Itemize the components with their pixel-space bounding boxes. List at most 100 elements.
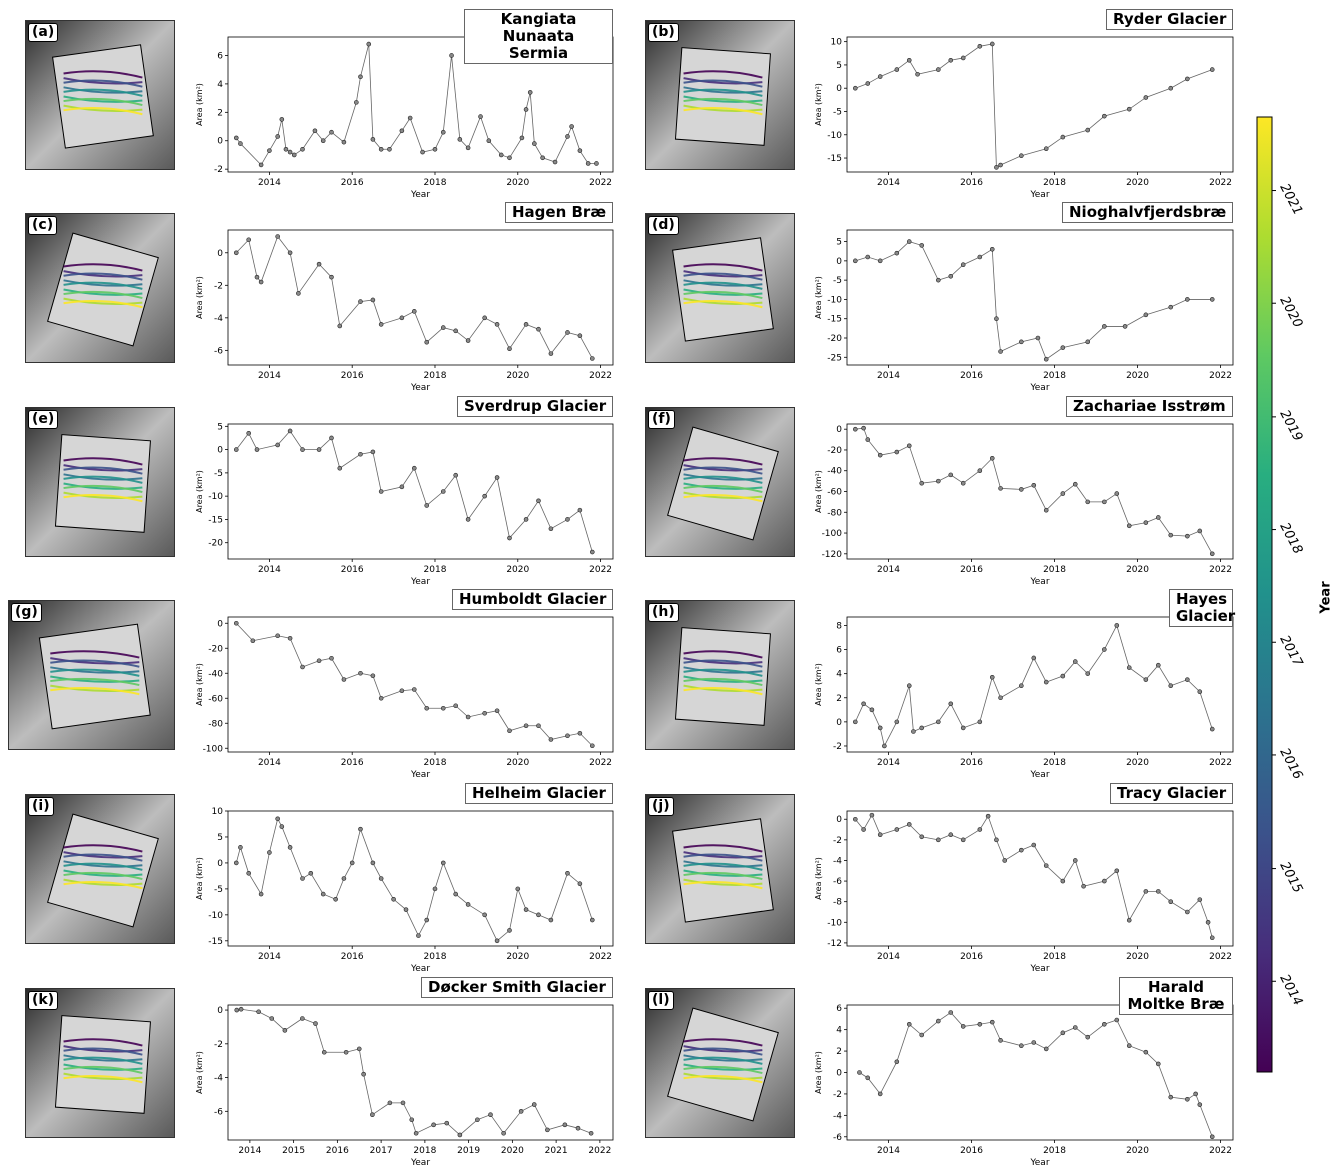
- data-point: [337, 465, 343, 471]
- data-point: [488, 1112, 493, 1117]
- y-tick-label: -80: [827, 508, 842, 518]
- glacier-title: Hayes Glacier: [1169, 589, 1235, 627]
- data-point: [1072, 659, 1078, 664]
- data-point: [1085, 499, 1091, 505]
- data-point: [1060, 1030, 1066, 1036]
- y-tick-label: 8: [836, 621, 842, 631]
- data-point: [287, 845, 293, 850]
- area-chart-9: 2014 2016 2018 2020 2022 -15 -10 -5 0 5 10 Year Area…: [195, 807, 614, 974]
- data-point: [1085, 339, 1091, 345]
- data-point: [936, 277, 941, 283]
- data-point: [948, 832, 954, 838]
- glacier-thumbnail: (b): [645, 20, 795, 170]
- data-point: [877, 1091, 883, 1097]
- glacier-title: Helheim Glacier: [465, 783, 613, 804]
- x-tick-label: 2014: [877, 952, 900, 962]
- data-point: [440, 860, 446, 866]
- colorbar-label: Year: [1318, 581, 1334, 614]
- data-point: [246, 237, 251, 243]
- data-point: [291, 152, 297, 158]
- plot-frame: [846, 810, 1234, 947]
- x-tick-label: 2014: [877, 565, 900, 575]
- data-point: [577, 881, 583, 886]
- data-point: [1019, 683, 1024, 689]
- data-point: [977, 827, 983, 832]
- y-tick-label: 2: [217, 108, 223, 118]
- data-point: [1043, 863, 1049, 868]
- data-point: [358, 299, 363, 304]
- colorbar-tick-label: 2018: [1276, 520, 1305, 556]
- data-point: [403, 907, 409, 912]
- data-point: [316, 447, 322, 452]
- data-point: [424, 503, 430, 508]
- x-tick-label: 2016: [326, 1146, 349, 1156]
- data-point: [507, 155, 512, 161]
- y-tick-label: -10: [208, 911, 223, 921]
- data-point: [519, 135, 525, 141]
- data-point: [1019, 339, 1024, 345]
- data-point: [238, 1006, 244, 1012]
- area-series-line: [854, 624, 1213, 748]
- data-point: [588, 1130, 594, 1136]
- data-point: [370, 860, 376, 866]
- data-point: [548, 917, 554, 923]
- y-tick-label: -80: [208, 719, 223, 729]
- data-point: [877, 725, 883, 731]
- data-point: [948, 57, 954, 63]
- data-point: [1043, 507, 1049, 513]
- data-point: [1155, 1061, 1161, 1067]
- glacier-thumbnail: (a): [25, 20, 175, 170]
- data-point: [877, 452, 883, 458]
- x-tick-label: 2020: [1126, 371, 1149, 381]
- data-point: [853, 816, 858, 822]
- area-chart-8: 2014 2016 2018 2020 2022 -2 0 2 4 6 8 Year Area (km²…: [814, 616, 1234, 780]
- plot-frame: [846, 229, 1234, 366]
- data-point: [354, 100, 359, 105]
- data-point: [370, 673, 376, 679]
- data-point: [258, 279, 264, 285]
- y-tick-label: 6: [836, 646, 842, 656]
- data-point: [238, 845, 243, 850]
- data-point: [482, 493, 487, 499]
- x-tick-label: 2020: [506, 565, 529, 575]
- data-point: [275, 442, 280, 448]
- data-point: [279, 824, 285, 829]
- data-point: [1072, 481, 1078, 487]
- y-tick-label: 0: [836, 84, 842, 94]
- y-axis-label: Area (km²): [195, 276, 204, 319]
- data-point: [300, 146, 305, 152]
- data-point: [523, 517, 529, 522]
- data-point: [416, 933, 421, 938]
- area-series-line: [855, 241, 1213, 360]
- y-tick-label: -2: [833, 742, 842, 752]
- panel-letter: (g): [11, 603, 42, 622]
- data-point: [989, 1019, 995, 1025]
- colorbar-tick-label: 2016: [1276, 746, 1305, 782]
- data-point: [440, 489, 446, 494]
- data-point: [287, 428, 293, 434]
- data-point: [246, 431, 251, 436]
- data-point: [337, 323, 343, 329]
- y-tick-label: -60: [827, 488, 842, 498]
- data-point: [399, 128, 405, 134]
- data-point: [287, 635, 293, 641]
- data-point: [861, 425, 866, 431]
- x-tick-label: 2014: [238, 1146, 261, 1156]
- data-point: [1193, 1091, 1198, 1097]
- x-tick-label: 2021: [545, 1146, 568, 1156]
- data-point: [1114, 1017, 1120, 1023]
- data-point: [300, 1016, 305, 1021]
- data-point: [420, 149, 425, 155]
- plot-frame: [846, 1004, 1234, 1141]
- data-point: [1155, 889, 1161, 894]
- data-point: [1060, 491, 1066, 496]
- data-point: [989, 246, 995, 252]
- x-tick-label: 2018: [1043, 952, 1066, 962]
- data-point: [565, 330, 570, 335]
- data-point: [569, 124, 574, 129]
- data-point: [1155, 515, 1161, 520]
- y-tick-label: 0: [836, 425, 842, 435]
- data-point: [233, 860, 239, 866]
- plot-frame: [846, 616, 1234, 753]
- data-point: [300, 664, 305, 670]
